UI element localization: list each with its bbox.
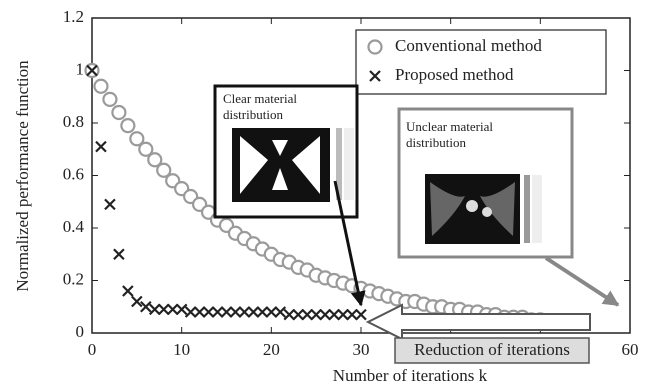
data-point — [105, 199, 115, 209]
y-tick-label: 0.8 — [63, 112, 84, 131]
cross — [186, 307, 196, 317]
y-tick-label: 0.4 — [63, 217, 85, 236]
cross — [213, 307, 223, 317]
cross — [284, 310, 294, 320]
cross — [356, 310, 366, 320]
x-tick-label: 10 — [173, 340, 190, 359]
cross — [239, 307, 249, 317]
annotation: distribution — [406, 135, 466, 150]
data-point — [94, 80, 107, 93]
data-point — [329, 310, 339, 320]
data-point — [114, 249, 124, 259]
cross — [150, 304, 160, 314]
cross — [257, 307, 267, 317]
cross — [204, 307, 214, 317]
data-point — [248, 307, 258, 317]
data-point — [141, 302, 151, 312]
data-point — [347, 310, 357, 320]
annotation: Unclear material — [406, 119, 493, 134]
cross — [159, 304, 169, 314]
cross — [266, 307, 276, 317]
cross — [248, 307, 258, 317]
data-point — [150, 304, 160, 314]
cross — [230, 307, 240, 317]
cross — [132, 297, 142, 307]
data-point — [112, 106, 125, 119]
y-tick-label: 0.2 — [63, 269, 84, 288]
chart: 010203040506000.20.40.60.811.2Convention… — [0, 0, 669, 386]
cross — [123, 286, 133, 296]
data-point — [168, 304, 178, 314]
x-tick-label: 0 — [88, 340, 97, 359]
data-point — [204, 307, 214, 317]
data-point — [159, 304, 169, 314]
data-point — [132, 297, 142, 307]
annotation: Reduction of iterations — [414, 340, 570, 359]
cross — [141, 302, 151, 312]
cross — [222, 307, 232, 317]
data-point — [293, 310, 303, 320]
data-point — [311, 310, 321, 320]
data-point — [177, 304, 187, 314]
cross — [347, 310, 357, 320]
cross — [105, 199, 115, 209]
data-point — [186, 307, 196, 317]
data-point — [257, 307, 267, 317]
reduction-arrow: Reduction of iterations — [368, 305, 590, 363]
x-axis-label: Number of iterations k — [333, 366, 488, 385]
data-point — [275, 307, 285, 317]
y-tick-label: 0.6 — [63, 164, 84, 183]
x-tick-label: 20 — [263, 340, 280, 359]
y-tick-label: 1 — [76, 59, 85, 78]
cross — [96, 142, 106, 152]
data-point — [266, 307, 276, 317]
cross — [329, 310, 339, 320]
cross — [195, 307, 205, 317]
annotation: distribution — [223, 107, 283, 122]
inset-clear: Clear material distribution — [215, 86, 357, 217]
cross — [168, 304, 178, 314]
data-point — [213, 307, 223, 317]
data-point — [284, 310, 294, 320]
data-point — [356, 310, 366, 320]
arrow — [546, 258, 618, 305]
legend-label: Proposed method — [395, 65, 514, 84]
cross — [177, 304, 187, 314]
legend-label: Conventional method — [395, 36, 542, 55]
cross — [338, 310, 348, 320]
y-tick-label: 1.2 — [63, 7, 84, 26]
data-point — [320, 310, 330, 320]
cross — [320, 310, 330, 320]
cross — [311, 310, 321, 320]
data-point — [239, 307, 249, 317]
data-point — [369, 41, 382, 54]
data-point — [96, 142, 106, 152]
x-tick-label: 60 — [622, 340, 639, 359]
cross — [275, 307, 285, 317]
cross — [302, 310, 312, 320]
data-point — [123, 286, 133, 296]
data-point — [302, 310, 312, 320]
legend: Conventional method Proposed method — [356, 30, 606, 94]
x-tick-label: 30 — [353, 340, 370, 359]
data-point — [121, 119, 134, 132]
annotation: Clear material — [223, 91, 297, 106]
data-point — [103, 93, 116, 106]
data-point — [338, 310, 348, 320]
data-point — [230, 307, 240, 317]
inset-unclear: Unclear material distribution — [399, 109, 572, 257]
cross — [114, 249, 124, 259]
cross — [293, 310, 303, 320]
data-point — [222, 307, 232, 317]
data-point — [195, 307, 205, 317]
y-axis-label: Normalized performance function — [13, 60, 32, 292]
y-tick-label: 0 — [76, 322, 85, 341]
